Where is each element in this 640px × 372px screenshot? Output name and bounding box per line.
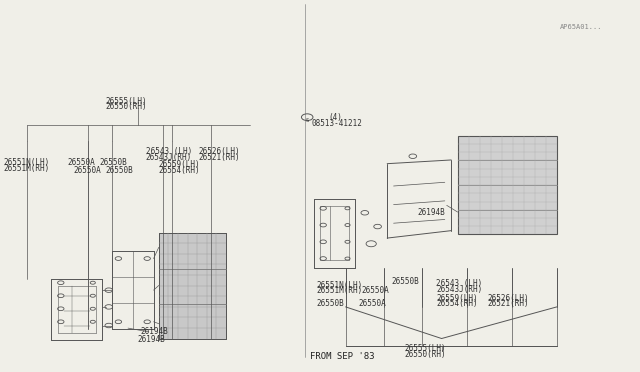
Text: 26543 (LH): 26543 (LH) <box>436 279 483 288</box>
Text: 26543J(RH): 26543J(RH) <box>146 153 192 161</box>
Text: 26554(RH): 26554(RH) <box>159 166 200 174</box>
Text: 26551N(LH): 26551N(LH) <box>3 158 49 167</box>
Text: 26551M(RH): 26551M(RH) <box>317 286 363 295</box>
Text: 26521(RH): 26521(RH) <box>198 153 240 161</box>
Text: 26550A: 26550A <box>74 166 101 174</box>
Text: 26550B: 26550B <box>106 166 133 174</box>
Text: 26554(RH): 26554(RH) <box>436 299 478 308</box>
Text: 26555(LH): 26555(LH) <box>404 344 446 353</box>
Bar <box>159 232 226 339</box>
Text: 26550A: 26550A <box>67 158 95 167</box>
Text: 26551N(LH): 26551N(LH) <box>317 281 363 290</box>
Text: 26559(LH): 26559(LH) <box>159 160 200 169</box>
Text: AP65A01...: AP65A01... <box>560 24 602 30</box>
Text: 26551M(RH): 26551M(RH) <box>3 164 49 173</box>
Text: (4): (4) <box>328 113 342 122</box>
Text: 26526(LH): 26526(LH) <box>488 294 529 303</box>
Text: 26550A: 26550A <box>358 299 386 308</box>
Text: 26526(LH): 26526(LH) <box>198 147 240 156</box>
Text: 26550(RH): 26550(RH) <box>404 350 446 359</box>
Text: 26550(RH): 26550(RH) <box>106 102 147 111</box>
Bar <box>458 136 557 234</box>
Text: 26550B: 26550B <box>317 299 344 308</box>
Text: 26550B: 26550B <box>99 158 127 167</box>
Text: 08513-41212: 08513-41212 <box>312 119 362 128</box>
Text: 26550A: 26550A <box>362 286 389 295</box>
Text: FROM SEP '83: FROM SEP '83 <box>310 352 375 360</box>
Text: 26194B: 26194B <box>417 208 445 217</box>
Text: 26550B: 26550B <box>392 277 419 286</box>
Text: 26521(RH): 26521(RH) <box>488 299 529 308</box>
Text: 26543J(RH): 26543J(RH) <box>436 285 483 294</box>
Text: 26559(LH): 26559(LH) <box>436 294 478 303</box>
Text: 26555(LH): 26555(LH) <box>106 97 147 106</box>
Text: 26194B: 26194B <box>141 327 168 336</box>
Text: 26543 (LH): 26543 (LH) <box>146 147 192 156</box>
Text: 26194B: 26194B <box>138 335 165 344</box>
Text: S: S <box>305 118 308 124</box>
